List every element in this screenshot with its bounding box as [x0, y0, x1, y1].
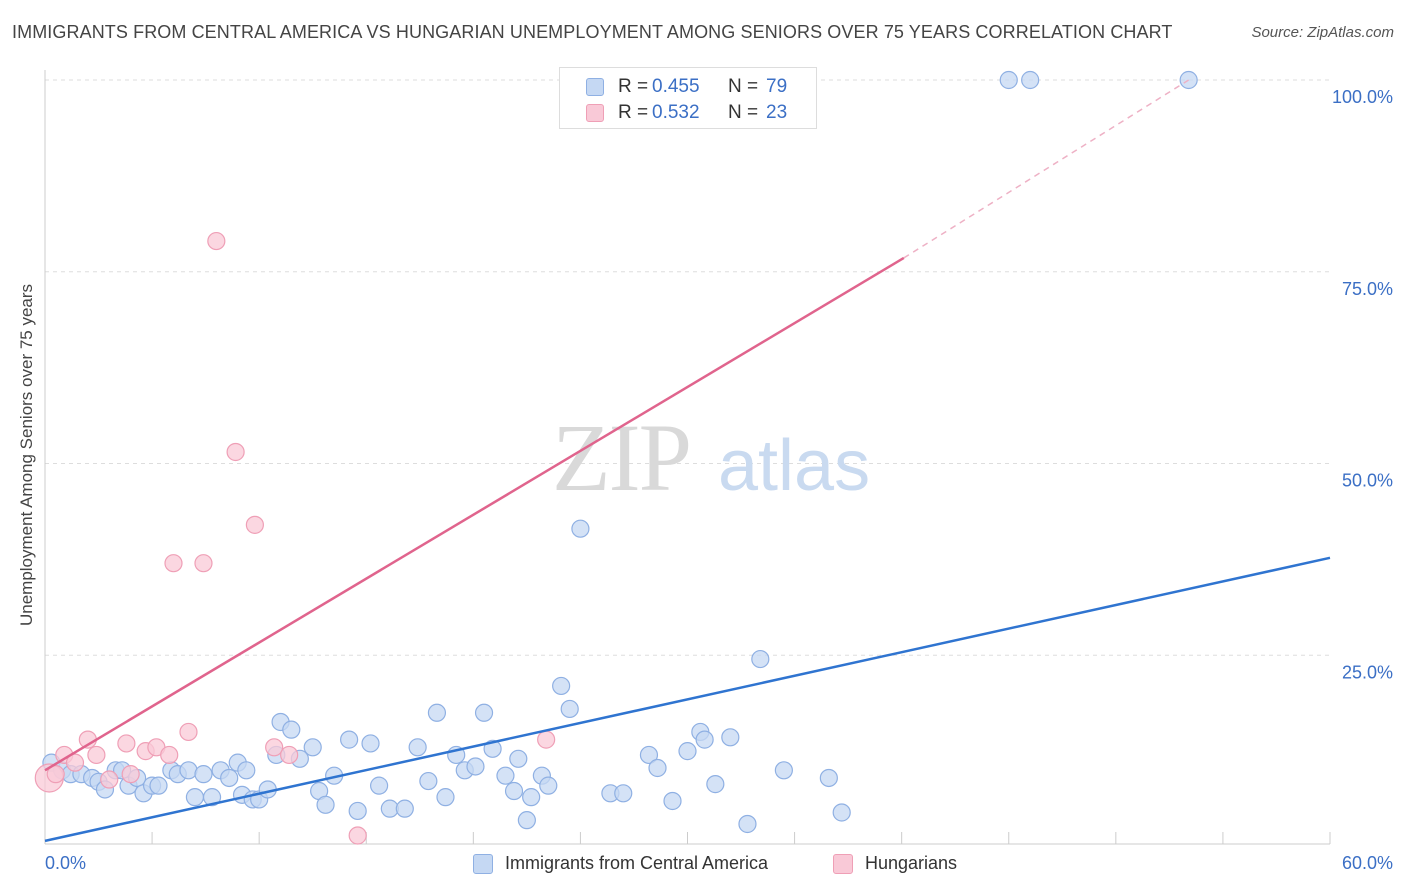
pink-trend-line	[44, 256, 905, 772]
blue-point	[678, 742, 697, 761]
blue-point	[194, 765, 213, 784]
blue-point	[436, 788, 455, 807]
blue-point	[185, 788, 205, 807]
blue-point	[509, 749, 528, 768]
pink-swatch-icon	[833, 854, 853, 874]
blue-point	[560, 699, 579, 719]
legend-label: Hungarians	[865, 853, 958, 873]
blue-point	[832, 803, 851, 822]
n-label: N =	[728, 76, 759, 97]
pink-point	[121, 765, 140, 784]
blue-point	[316, 795, 335, 814]
blue-point	[738, 814, 757, 834]
tick-labels: 25.0% 50.0% 75.0% 100.0% 0.0% 60.0%	[45, 87, 1393, 873]
blue-trend-line	[44, 556, 1331, 843]
blue-point	[999, 70, 1018, 90]
blue-point	[419, 771, 438, 791]
x-tick-label: 0.0%	[45, 853, 86, 873]
legend-label: Immigrants from Central America	[505, 853, 769, 873]
blue-point	[571, 519, 590, 538]
chart-title: IMMIGRANTS FROM CENTRAL AMERICA VS HUNGA…	[12, 22, 1173, 42]
blue-point	[427, 703, 447, 722]
axes	[44, 70, 1331, 845]
n-value: 23	[766, 102, 788, 123]
r-value: 0.455	[652, 76, 700, 97]
pink-point	[100, 770, 119, 789]
pink-point	[207, 231, 226, 251]
blue-point	[395, 799, 414, 818]
pink-point	[226, 442, 245, 462]
blue-swatch-icon	[473, 854, 493, 874]
y-tick-label: 25.0%	[1342, 662, 1393, 682]
y-tick-label: 75.0%	[1342, 279, 1393, 299]
pink-point	[348, 826, 367, 845]
blue-point	[648, 758, 667, 778]
blue-point	[483, 739, 502, 758]
blue-point	[348, 801, 367, 821]
blue-point	[1021, 70, 1040, 90]
blue-point	[149, 776, 168, 795]
blue-point	[202, 788, 222, 807]
blue-point	[496, 766, 515, 785]
blue-point	[663, 791, 682, 811]
blue-point	[466, 757, 485, 776]
pink-point	[87, 745, 106, 765]
blue-point	[695, 730, 714, 749]
r-label: R =	[618, 102, 649, 123]
blue-point	[539, 776, 558, 795]
data-points	[34, 70, 1198, 845]
r-value: 0.532	[652, 102, 700, 123]
blue-point	[361, 734, 380, 753]
blue-point	[504, 781, 524, 801]
blue-point	[408, 738, 427, 757]
pink-point	[164, 554, 183, 573]
blue-point	[179, 761, 198, 780]
y-tick-label: 50.0%	[1342, 471, 1393, 491]
pink-trend-extension	[903, 79, 1190, 259]
blue-point	[819, 768, 838, 788]
blue-point	[706, 775, 725, 794]
blue-point	[282, 720, 301, 739]
blue-swatch-icon	[586, 78, 604, 96]
watermark-atlas: atlas	[718, 426, 870, 506]
blue-point	[474, 703, 494, 722]
pink-point	[280, 745, 299, 765]
blue-point	[552, 676, 571, 696]
blue-point	[639, 745, 659, 765]
r-label: R =	[618, 76, 649, 97]
pink-point	[537, 730, 556, 749]
x-tick-label: 60.0%	[1342, 853, 1393, 873]
blue-point	[614, 784, 633, 803]
blue-point	[522, 788, 541, 807]
n-label: N =	[728, 102, 759, 123]
pink-point	[245, 515, 264, 534]
y-tick-label: 100.0%	[1332, 87, 1393, 107]
blue-point	[721, 728, 740, 747]
blue-point	[237, 761, 256, 780]
blue-point	[303, 738, 322, 757]
blue-point	[751, 649, 770, 669]
pink-point	[46, 765, 65, 784]
blue-point	[340, 730, 359, 749]
pink-point	[265, 738, 284, 757]
pink-point	[194, 554, 213, 573]
blue-point	[774, 761, 793, 780]
source-credit: Source: ZipAtlas.com	[1251, 24, 1394, 41]
correlation-legend: R = 0.455 N = 79 R = 0.532 N = 23	[559, 67, 817, 129]
gridlines	[45, 79, 1330, 656]
pink-point	[160, 745, 179, 765]
pink-swatch-icon	[586, 104, 604, 122]
watermark: ZIP atlas	[552, 404, 870, 511]
trend-lines	[44, 79, 1331, 843]
blue-point	[220, 768, 239, 788]
blue-point	[370, 776, 389, 795]
watermark-zip: ZIP	[552, 404, 690, 511]
pink-point	[179, 722, 198, 742]
pink-point	[117, 734, 136, 753]
blue-point	[517, 811, 536, 830]
n-value: 79	[766, 76, 788, 97]
pink-point	[65, 753, 85, 772]
